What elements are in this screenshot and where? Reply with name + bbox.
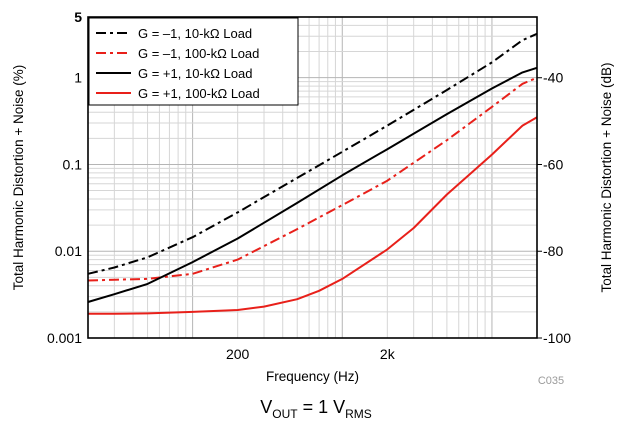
y2-tick-label: -40 [543,70,563,86]
y2-tick-label: -60 [543,156,563,172]
y-axis-title: Total Harmonic Distortion + Noise (%) [11,65,26,290]
legend-box [88,17,299,106]
y-tick-label: 1 [74,70,82,86]
y2-tick-label: -80 [543,243,563,259]
series-lines [87,32,538,315]
figure-code: C035 [538,375,564,387]
y-tick-label: 5 [74,9,82,25]
x-tick-label: 200 [226,346,250,362]
legend-label-1: G = –1, 10-kΩ Load [138,26,252,41]
y2-axis-title: Total Harmonic Distortion + Noise (dB) [599,63,614,293]
series-line-1 [87,32,538,275]
x-tick-label: 2k [380,346,396,362]
y2-tick-label: -100 [543,330,571,346]
caption-v: V [260,397,272,417]
axis-ticks: 200 2k 0.001 0.01 0.1 1 5 -40 -60 -80 -100 [47,9,571,362]
legend-label-4: G = +1, 100-kΩ Load [138,86,260,101]
caption-sub-rms: RMS [345,407,372,421]
chart-caption: VOUT = 1 VRMS [260,397,372,421]
y-tick-label: 0.001 [47,330,82,346]
series-line-4 [88,116,538,315]
legend-label-3: G = +1, 10-kΩ Load [138,66,253,81]
legend-label-2: G = –1, 100-kΩ Load [138,46,259,61]
x-axis-title: Frequency (Hz) [266,369,359,384]
plot-frame [87,16,538,339]
legend: G = –1, 10-kΩ Load G = –1, 100-kΩ Load G =… [88,17,299,106]
caption-sub-out: OUT [272,407,298,421]
y-tick-label: 0.01 [55,243,82,259]
caption-mid: = 1 V [298,397,346,417]
series-line-3 [87,66,538,303]
series-line-2 [87,76,538,282]
y-tick-label: 0.1 [63,156,83,172]
